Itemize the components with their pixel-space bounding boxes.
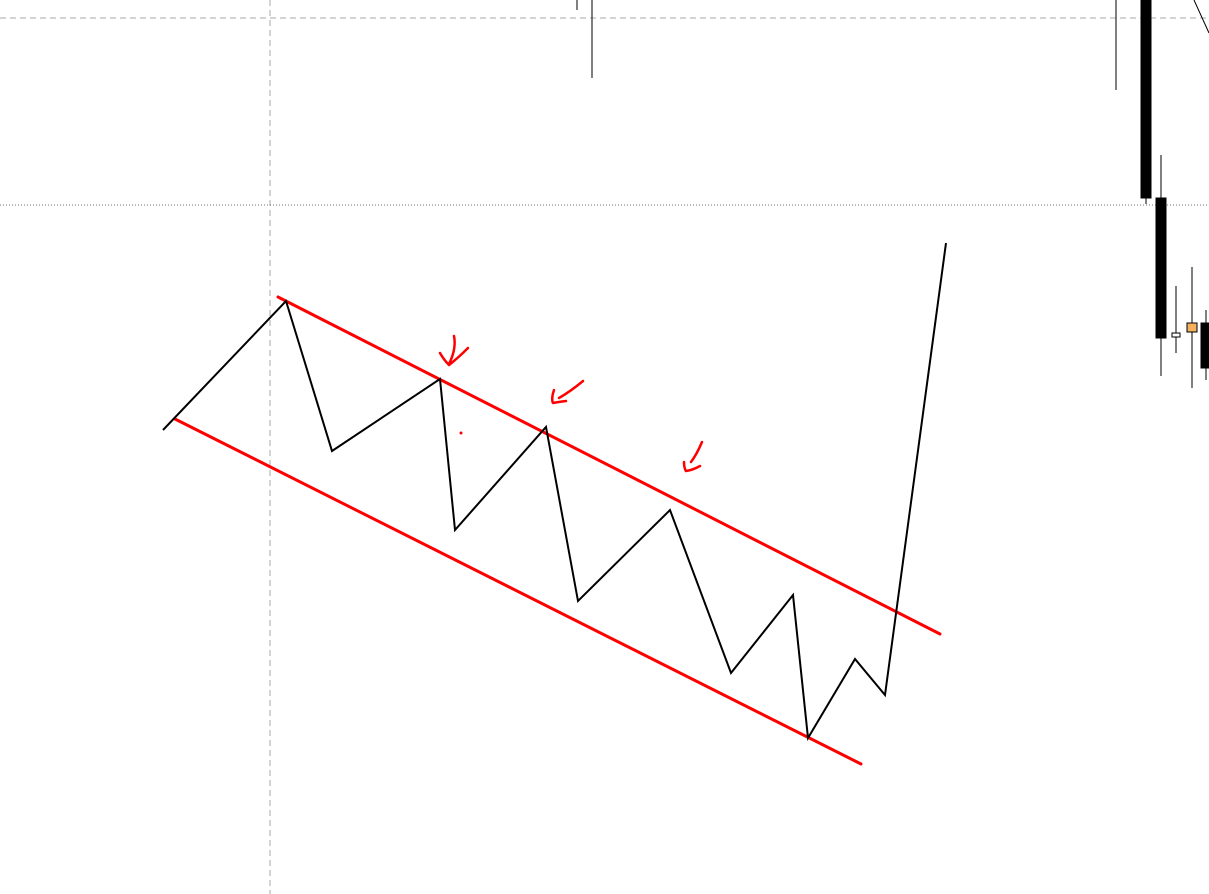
channel-line-upper xyxy=(276,295,942,636)
candle-body xyxy=(1186,322,1198,333)
annotation-arrow xyxy=(550,379,585,405)
annotation-arrow xyxy=(438,334,470,367)
annotation-arrow-head xyxy=(682,460,702,473)
candle-body xyxy=(1155,197,1167,339)
annotation-arrow-head xyxy=(550,388,568,405)
annotation-arrow-shaft xyxy=(557,379,585,400)
candle-layer xyxy=(576,0,1209,388)
annotation-arrow xyxy=(682,440,704,473)
annotation-arrow-shaft xyxy=(447,334,456,366)
candle-body xyxy=(1171,332,1181,338)
candle-body xyxy=(1140,0,1152,199)
channel-line-lower xyxy=(173,417,863,766)
channel-layer xyxy=(173,295,942,766)
annotation-arrow-head xyxy=(438,346,470,367)
annotation-layer xyxy=(438,334,704,473)
price-line xyxy=(162,242,947,742)
annotation-arrow-shaft xyxy=(689,440,704,464)
annotation-dot xyxy=(459,431,463,435)
candle-wick xyxy=(1193,0,1209,34)
candle-body xyxy=(1200,322,1209,369)
price-layer xyxy=(162,242,947,742)
